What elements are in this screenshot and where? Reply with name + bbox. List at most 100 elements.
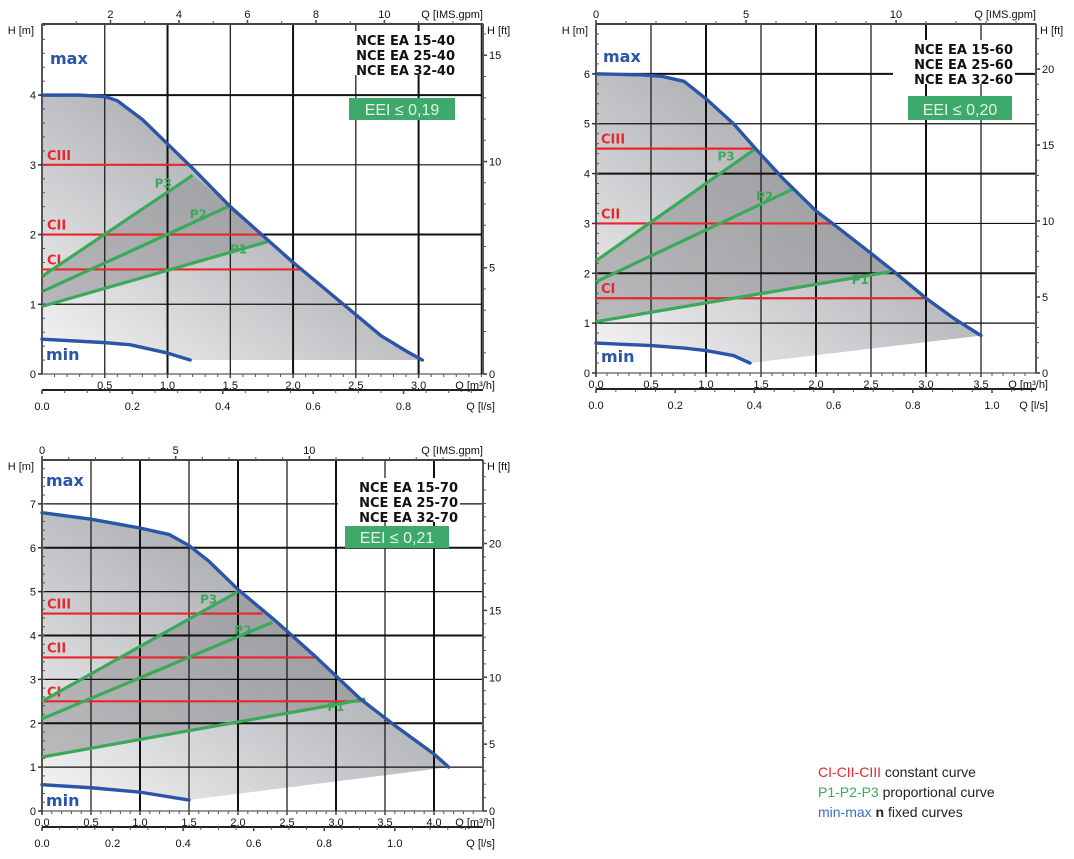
legend-bold-fixed: n [871,804,885,820]
y-tick-label: 3 [30,674,36,686]
ls-tick-label: 0.2 [125,401,140,413]
ls-tick-label: 0.8 [396,401,411,413]
constant-curve-label-c3: CIII [47,149,71,164]
model-name: NCE EA 32-40 [356,64,455,79]
eei-value: EEI ≤ 0,19 [365,102,440,119]
gpm-tick-label: 5 [743,9,749,21]
y-tick-label: 1 [30,299,36,311]
gpm-tick-label: 2 [107,9,113,21]
y-tick-label: 1 [30,762,36,774]
chart-nce-ea-70: CICIICIIIP1P2P3maxmin01234567H [m]0.00.5… [8,445,511,850]
model-name: NCE EA 15-60 [914,43,1013,58]
gpm-tick-label: 0 [39,445,45,457]
proportional-curve-p1 [595,270,890,324]
proportional-curve-p1 [41,697,366,759]
proportional-curve-p2 [41,205,229,294]
ft-tick-label: 0 [489,806,495,818]
y-tick-label: 4 [30,90,36,102]
ls-tick-label: 0.6 [826,400,841,412]
proportional-curve-p3 [595,147,757,263]
y-tick-label: 0 [30,369,36,381]
ft-tick-label: 10 [489,156,501,168]
min-curve-label: min [46,345,80,364]
ft-tick-label: 5 [489,739,495,751]
legend-item-fixed: min-max n fixed curves [818,802,995,822]
gpm-axis-title: Q [IMS.gpm] [974,9,1036,21]
model-name: NCE EA 32-60 [914,73,1013,88]
proportional-curve-p1 [41,239,269,308]
y-tick-label: 5 [30,587,36,599]
ls-tick-label: 0.0 [34,401,49,413]
gpm-tick-label: 6 [244,9,250,21]
proportional-curve-p3 [41,173,194,278]
model-title-background [893,40,1015,84]
ft-tick-label: 10 [1042,216,1054,228]
max-curve-label: max [603,47,641,66]
y-tick-label: 2 [584,268,590,280]
eei-badge [908,96,1012,120]
y-tick-label: 5 [584,119,590,131]
ls-tick-label: 0.0 [588,400,603,412]
gpm-tick-label: 10 [378,9,390,21]
ft-tick-label: 20 [489,539,501,551]
min-curve [594,341,752,365]
proportional-curve-p2 [41,620,273,721]
gpm-tick-label: 4 [176,9,182,21]
eei-value: EEI ≤ 0,21 [360,530,435,547]
min-curve [40,337,192,362]
y-tick-label: 0 [30,806,36,818]
min-curve-label: min [601,347,635,366]
y-tick-label: 3 [584,218,590,230]
legend-item-proportional: P1-P2-P3 proportional curve [818,782,995,802]
max-curve [594,72,983,338]
constant-curve-label-c2: CII [47,219,66,234]
model-name: NCE EA 25-60 [914,58,1013,73]
proportional-curve-label-p3: P3 [200,593,217,607]
constant-curve-label-c3: CIII [47,598,71,613]
model-name: NCE EA 25-40 [356,49,455,64]
y-tick-label: 6 [30,543,36,555]
ls-tick-label: 0.4 [747,400,762,412]
ls-axis-title: Q [l/s] [466,838,495,850]
proportional-curve-label-p2: P2 [190,208,207,222]
proportional-curve-p3 [41,590,239,703]
model-name: NCE EA 25-70 [359,496,458,511]
gpm-tick-label: 10 [890,9,902,21]
proportional-curve-label-p2: P2 [234,623,251,637]
ft-tick-label: 5 [1042,292,1048,304]
constant-curve-label-c2: CII [601,207,620,222]
ls-tick-label: 0.6 [306,401,321,413]
y-tick-label: 2 [30,718,36,730]
legend-text-constant: constant curve [881,764,976,780]
proportional-curve-label-p3: P3 [718,150,735,164]
proportional-curve-label-p1: P1 [327,700,344,714]
ft-tick-label: 0 [1042,368,1048,380]
constant-curve-label-c3: CIII [601,133,625,148]
max-curve-label: max [50,49,88,68]
y-axis-title: H [m] [8,25,34,37]
y-axis-title: H [m] [562,25,588,37]
ls-axis-title: Q [l/s] [466,401,495,413]
model-title-background [338,478,460,522]
legend-text-proportional: proportional curve [878,784,995,800]
max-curve [40,93,425,362]
max-curve [40,510,451,769]
gpm-tick-label: 8 [313,9,319,21]
legend: CI-CII-CIII constant curve P1-P2-P3 prop… [818,762,995,822]
y-tick-label: 6 [584,69,590,81]
y-tick-label: 1 [584,318,590,330]
y-axis-title: H [m] [8,461,34,473]
model-name: NCE EA 15-70 [359,481,458,496]
proportional-region [42,591,366,758]
ls-axis-title: Q [l/s] [1019,400,1048,412]
ls-tick-label: 0.0 [34,838,49,850]
ft-tick-label: 15 [489,50,501,62]
min-curve [40,782,191,802]
ls-tick-label: 0.4 [215,401,230,413]
legend-key-fixed: min-max [818,804,872,820]
legend-key-constant: CI-CII-CIII [818,764,881,780]
proportional-curve-label-p1: P1 [852,273,869,287]
